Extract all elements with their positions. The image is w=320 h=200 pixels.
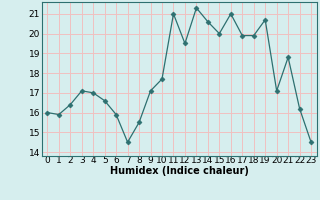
X-axis label: Humidex (Indice chaleur): Humidex (Indice chaleur) bbox=[110, 166, 249, 176]
